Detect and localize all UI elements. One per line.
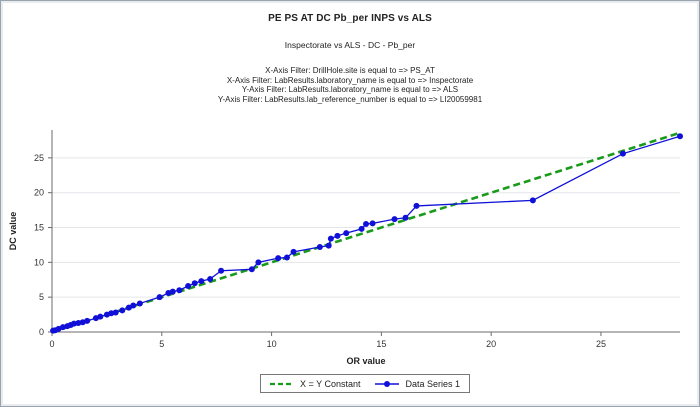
data-point [529,197,536,204]
x-tick-label: 20 [486,339,496,349]
data-point [130,302,137,309]
data-point [156,294,163,301]
data-point [207,276,214,283]
data-point [218,267,225,274]
y-axis-label: DC value [8,212,18,251]
data-point [391,216,398,223]
x-tick-label: 15 [376,339,386,349]
y-tick-label: 25 [34,153,44,163]
data-point [169,288,176,295]
legend-swatch-dashed [269,379,295,389]
data-point [198,278,205,285]
legend-item-xy-constant: X = Y Constant [269,379,360,389]
series-line-xy-constant [51,131,681,334]
x-tick-label: 25 [596,339,606,349]
data-point [327,235,334,242]
y-tick-label: 15 [34,223,44,233]
data-point [677,133,683,140]
x-tick-label: 0 [49,339,54,349]
y-tick-label: 20 [34,188,44,198]
filter-line: X-Axis Filter: DrillHole.site is equal t… [265,66,435,75]
data-point [97,313,104,320]
legend: X = Y Constant Data Series 1 [260,374,470,393]
data-point [369,220,376,227]
y-tick-label: 0 [39,327,44,337]
data-point [136,300,143,307]
data-point [343,230,350,237]
data-point [290,248,297,255]
data-point [334,232,341,239]
data-point [119,307,126,314]
filter-list: X-Axis Filter: DrillHole.site is equal t… [0,66,700,104]
data-point [185,283,192,290]
y-tick-label: 10 [34,257,44,267]
filter-line: Y-Axis Filter: LabResults.lab_reference_… [217,94,483,104]
legend-label: X = Y Constant [300,378,361,389]
data-point [112,309,119,316]
chart-subtitle: Inspectorate vs ALS - DC - Pb_per [284,40,416,50]
data-point [316,244,323,251]
data-point [255,259,262,266]
data-point [325,242,332,249]
series-line-data-series-1 [52,135,681,332]
data-point [191,280,198,287]
legend-item-data-series: Data Series 1 [374,379,460,389]
data-point [413,202,420,209]
data-point [619,150,626,157]
x-tick-label: 5 [159,339,164,349]
data-point [275,255,282,262]
data-point [84,317,91,324]
filter-line: X-Axis Filter: LabResults.laboratory_nam… [226,75,474,85]
y-tick-label: 5 [39,292,44,302]
chart-title: PE PS AT DC Pb_per INPS vs ALS [268,13,432,24]
x-axis-label: OR value [346,356,385,366]
legend-label: Data Series 1 [405,378,460,389]
data-point [358,225,365,232]
data-point [75,319,82,326]
filter-line: Y-Axis Filter: LabResults.laboratory_nam… [241,85,459,95]
data-point [283,254,290,261]
x-tick-label: 10 [267,339,277,349]
data-point [248,266,255,273]
data-point [363,221,369,228]
data-point [70,320,77,327]
data-point [176,287,183,294]
data-point [402,214,409,221]
legend-swatch-line-marker [374,379,400,389]
data-point [108,310,115,317]
